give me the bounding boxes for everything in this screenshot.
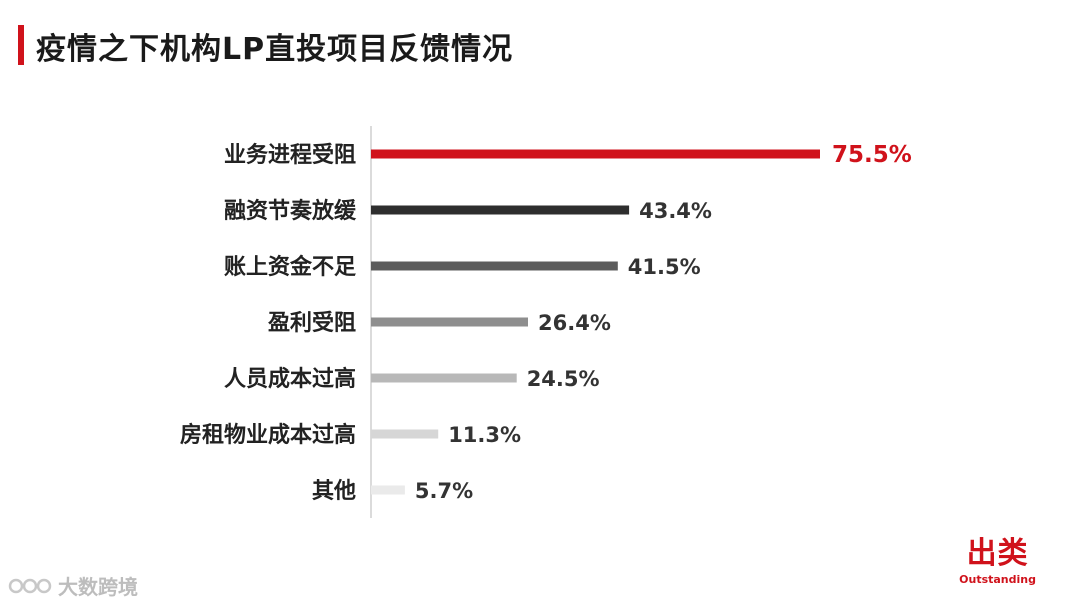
bar [371, 261, 618, 271]
value-label: 24.5% [527, 367, 600, 391]
value-label: 11.3% [448, 423, 521, 447]
category-label: 其他 [312, 479, 356, 504]
brand-name-cn: 出类 [966, 536, 1029, 571]
watermark-text: 大数跨境 [58, 575, 138, 599]
category-label: 房租物业成本过高 [180, 422, 356, 448]
value-label: 75.5% [832, 142, 912, 168]
bar [371, 149, 820, 159]
bar [371, 317, 529, 327]
category-label: 业务进程受阻 [224, 142, 356, 168]
title-accent-bar [18, 25, 24, 65]
value-label: 5.7% [415, 479, 473, 503]
brand-logo: 出类 Outstanding [959, 536, 1036, 587]
watermark: 大数跨境 [8, 571, 138, 600]
category-label: 人员成本过高 [224, 366, 356, 392]
value-label: 26.4% [538, 311, 611, 335]
value-label: 41.5% [628, 255, 701, 279]
watermark-logo-icon [8, 578, 52, 593]
bar [371, 429, 439, 439]
bar [371, 373, 517, 383]
category-label: 盈利受阻 [267, 310, 356, 336]
bar [371, 485, 405, 495]
brand-name-en: Outstanding [959, 573, 1036, 586]
value-label: 43.4% [639, 199, 712, 223]
category-label: 账上资金不足 [224, 254, 356, 280]
category-label: 融资节奏放缓 [224, 198, 357, 224]
bar [371, 205, 630, 215]
page-title: 疫情之下机构LP直投项目反馈情况 [36, 32, 514, 67]
